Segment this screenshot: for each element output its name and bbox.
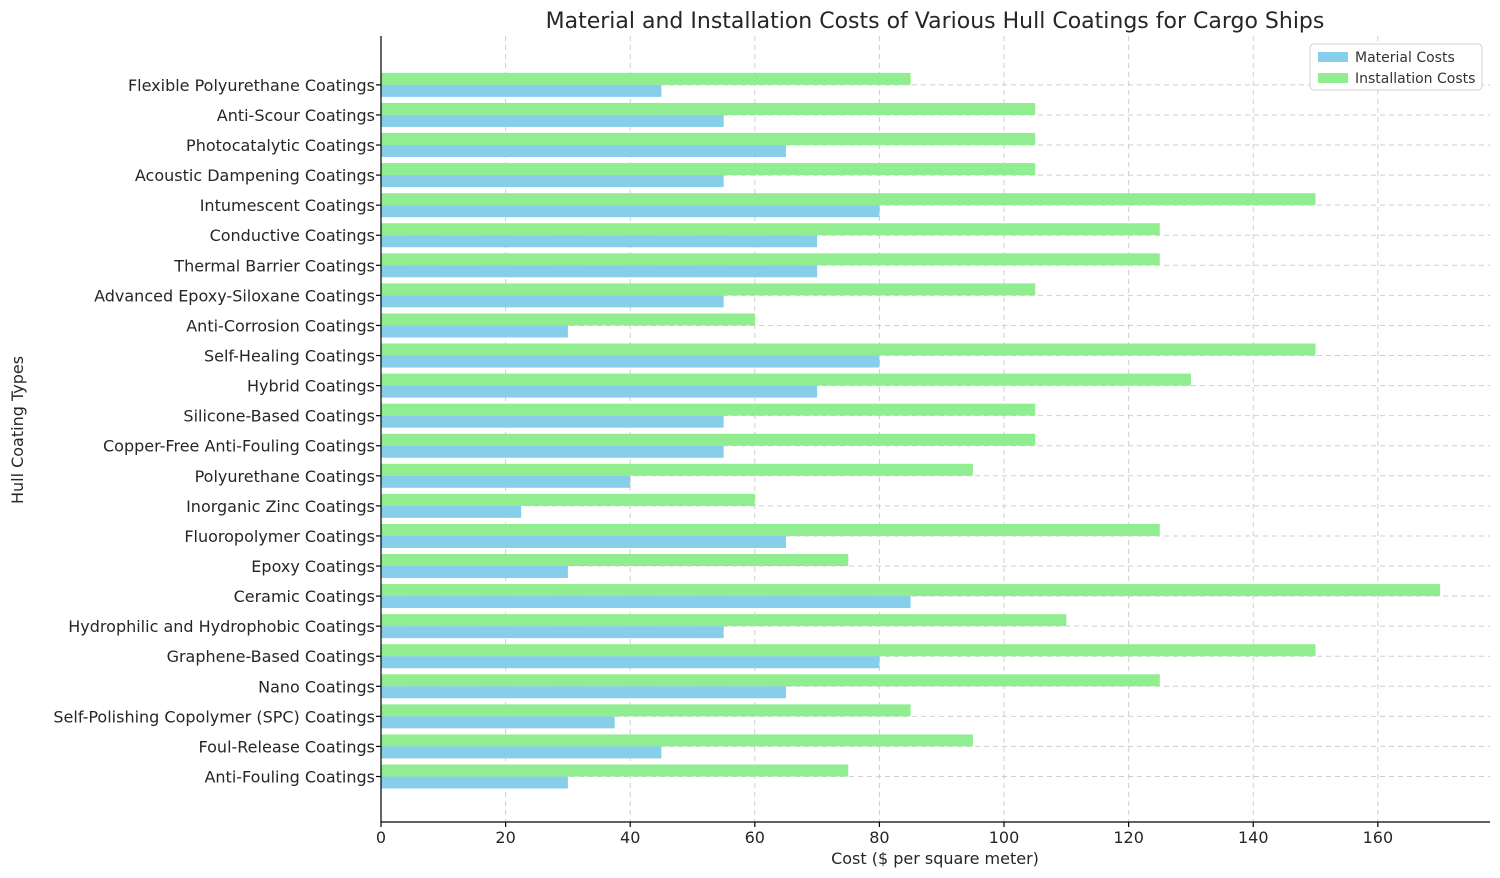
bar-installation-cost (381, 704, 911, 717)
y-category-label: Foul-Release Coatings (199, 737, 376, 756)
x-axis-label: Cost ($ per square meter) (831, 849, 1039, 868)
y-category-label: Self-Polishing Copolymer (SPC) Coatings (53, 707, 375, 726)
bar-installation-cost (381, 644, 1316, 657)
bar-installation-cost (381, 373, 1191, 386)
bar-material-cost (381, 746, 662, 759)
bar-installation-cost (381, 764, 849, 777)
bar-installation-cost (381, 223, 1160, 236)
bar-installation-cost (381, 72, 911, 85)
bar-material-cost (381, 596, 911, 609)
y-category-label: Nano Coatings (258, 677, 375, 696)
y-category-label: Photocatalytic Coatings (186, 136, 375, 155)
y-category-label: Epoxy Coatings (251, 557, 375, 576)
x-tick-label: 60 (745, 828, 765, 847)
y-category-labels: Anti-Fouling Coatings Foul-Release Coatin… (53, 76, 381, 787)
bar-material-cost (381, 295, 724, 308)
y-category-label: Hydrophilic and Hydrophobic Coatings (68, 617, 375, 636)
y-category-label: Hybrid Coatings (247, 377, 375, 396)
legend-swatch (1318, 73, 1348, 83)
y-category-label: Anti-Corrosion Coatings (186, 316, 375, 335)
bar-material-cost (381, 415, 724, 428)
bar-installation-cost (381, 193, 1316, 206)
bar-material-cost (381, 475, 631, 488)
bar-material-cost (381, 84, 662, 97)
y-axis-label: Hull Coating Types (8, 356, 27, 504)
y-category-label: Conductive Coatings (210, 226, 375, 245)
y-category-label: Silicone-Based Coatings (183, 407, 375, 426)
bar-material-cost (381, 566, 568, 579)
bar-material-cost (381, 175, 724, 188)
bar-installation-cost (381, 403, 1036, 416)
bar-material-cost (381, 535, 786, 548)
x-tick-label: 20 (495, 828, 515, 847)
y-category-label: Intumescent Coatings (200, 196, 375, 215)
bar-material-cost (381, 265, 818, 278)
bar-material-cost (381, 145, 786, 158)
bar-installation-cost (381, 554, 849, 567)
bar-material-cost (381, 656, 880, 669)
y-category-label: Anti-Scour Coatings (217, 106, 375, 125)
bar-installation-cost (381, 674, 1160, 687)
y-category-label: Ceramic Coatings (234, 587, 375, 606)
bar-material-cost (381, 325, 568, 338)
bar-installation-cost (381, 523, 1160, 536)
bar-installation-cost (381, 343, 1316, 356)
bar-material-cost (381, 505, 522, 518)
bar-installation-cost (381, 433, 1036, 446)
bar-installation-cost (381, 734, 973, 747)
bars-layer (381, 72, 1441, 789)
bar-installation-cost (381, 133, 1036, 146)
y-category-label: Acoustic Dampening Coatings (135, 166, 375, 185)
bar-material-cost (381, 385, 818, 398)
chart-title: Material and Installation Costs of Vario… (546, 9, 1325, 34)
axes-layer (380, 36, 1490, 823)
x-tick-label: 40 (620, 828, 640, 847)
y-category-label: Anti-Fouling Coatings (204, 768, 375, 787)
bar-material-cost (381, 716, 615, 729)
bar-installation-cost (381, 614, 1067, 627)
y-category-label: Polyurethane Coatings (195, 467, 375, 486)
legend-label: Material Costs (1355, 50, 1455, 66)
bar-installation-cost (381, 463, 973, 476)
bar-material-cost (381, 686, 786, 699)
x-tick-label: 100 (989, 828, 1020, 847)
x-tick-label: 0 (376, 828, 386, 847)
legend-label: Installation Costs (1355, 71, 1475, 87)
bar-installation-cost (381, 283, 1036, 296)
y-category-label: Fluoropolymer Coatings (184, 527, 375, 546)
bar-installation-cost (381, 313, 755, 326)
bar-installation-cost (381, 493, 755, 506)
y-category-label: Copper-Free Anti-Fouling Coatings (103, 437, 375, 456)
y-category-label: Graphene-Based Coatings (167, 647, 375, 666)
x-tick-label: 160 (1363, 828, 1394, 847)
bar-material-cost (381, 445, 724, 458)
y-category-label: Self-Healing Coatings (204, 347, 375, 366)
bar-installation-cost (381, 102, 1036, 115)
bar-material-cost (381, 114, 724, 127)
y-category-label: Inorganic Zinc Coatings (186, 497, 375, 516)
bar-installation-cost (381, 253, 1160, 266)
y-category-label: Thermal Barrier Coatings (173, 256, 375, 275)
x-tick-label: 140 (1238, 828, 1269, 847)
bar-material-cost (381, 355, 880, 368)
legend-box (1309, 43, 1483, 91)
bar-material-cost (381, 235, 818, 248)
bar-material-cost (381, 776, 568, 789)
bar-installation-cost (381, 163, 1036, 176)
bar-material-cost (381, 205, 880, 218)
legend: Material Costs Installation Costs (1309, 43, 1483, 91)
x-ticks: 0 20 40 60 80 100 120 140 160 (376, 822, 1393, 847)
bar-material-cost (381, 626, 724, 639)
x-tick-label: 80 (869, 828, 889, 847)
bar-installation-cost (381, 584, 1441, 597)
y-category-label: Advanced Epoxy-Siloxane Coatings (94, 286, 375, 305)
legend-swatch (1318, 52, 1348, 62)
x-tick-label: 120 (1113, 828, 1144, 847)
y-category-label: Flexible Polyurethane Coatings (128, 76, 375, 95)
